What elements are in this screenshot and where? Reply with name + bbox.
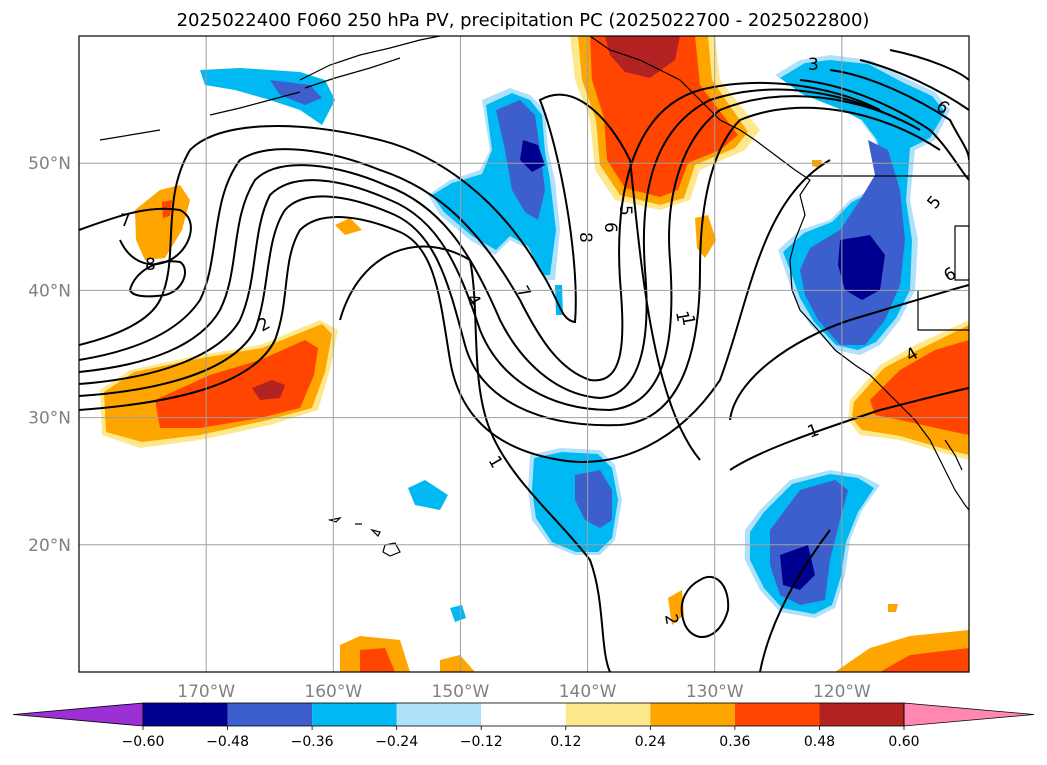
colorbar-box bbox=[396, 703, 482, 726]
gridlines bbox=[79, 36, 969, 672]
colorbar-box bbox=[650, 703, 735, 726]
colorbar-box bbox=[565, 703, 651, 726]
latitude-tick-label: 50°N bbox=[28, 154, 71, 174]
colorbar-box bbox=[143, 703, 228, 726]
contour-label: 7 bbox=[120, 211, 131, 231]
longitude-tick-label: 160°W bbox=[304, 682, 362, 702]
colorbar-box bbox=[734, 703, 820, 726]
colorbar-tick-label: 0.24 bbox=[635, 734, 666, 750]
coastlines bbox=[99, 36, 969, 557]
chart-title: 2025022400 F060 250 hPa PV, precipitatio… bbox=[177, 10, 870, 31]
latitude-tick-label: 20°N bbox=[28, 536, 71, 556]
precipitation-shading bbox=[100, 36, 969, 672]
map-area: 1 1 1 2 4 4 5 5 6 6 7 7 8 8 3 6 2 1 bbox=[79, 36, 969, 672]
latitude-labels: 50°N 40°N 30°N 20°N bbox=[28, 154, 71, 556]
longitude-tick-label: 140°W bbox=[559, 682, 617, 702]
longitude-tick-label: 170°W bbox=[177, 682, 235, 702]
colorbar-tick-label: −0.36 bbox=[291, 734, 334, 750]
longitude-tick-label: 150°W bbox=[432, 682, 490, 702]
longitude-tick-label: 130°W bbox=[686, 682, 744, 702]
contour-label: 2 bbox=[660, 612, 682, 626]
contour-label: 3 bbox=[808, 55, 819, 75]
contour-label: 1 bbox=[671, 309, 693, 323]
colorbar: −0.60 −0.48 −0.36 −0.24 −0.12 0.12 0.24 0.36 0.4… bbox=[12, 702, 1035, 750]
colorbar-outline bbox=[142, 702, 905, 727]
colorbar-tick-label: 0.12 bbox=[550, 734, 581, 750]
colorbar-tick-label: −0.48 bbox=[206, 734, 249, 750]
colorbar-box bbox=[312, 703, 397, 726]
colorbar-box bbox=[227, 703, 313, 726]
contour-label: 8 bbox=[575, 232, 595, 243]
colorbar-tick-label: −0.12 bbox=[460, 734, 503, 750]
colorbar-tick-label: −0.60 bbox=[122, 734, 165, 750]
pv-contours bbox=[79, 49, 969, 672]
colorbar-tick-label: 0.48 bbox=[804, 734, 835, 750]
latitude-tick-label: 30°N bbox=[28, 409, 71, 429]
contour-label: 8 bbox=[145, 255, 156, 275]
contour-label: 6 bbox=[600, 222, 620, 233]
longitude-labels: 170°W 160°W 150°W 140°W 130°W 120°W bbox=[177, 682, 871, 702]
contour-label: 5 bbox=[615, 205, 635, 216]
colorbar-tick-label: 0.36 bbox=[719, 734, 750, 750]
latitude-tick-label: 40°N bbox=[28, 281, 71, 301]
colorbar-box bbox=[819, 703, 904, 726]
map-frame bbox=[78, 35, 970, 673]
colorbar-extend-max bbox=[903, 702, 1035, 727]
contour-label: 1 bbox=[677, 313, 699, 327]
colorbar-box bbox=[481, 703, 566, 726]
colorbar-tick-label: 0.60 bbox=[888, 734, 919, 750]
longitude-tick-label: 120°W bbox=[813, 682, 871, 702]
colorbar-extend-min bbox=[12, 702, 144, 727]
colorbar-tick-label: −0.24 bbox=[375, 734, 418, 750]
